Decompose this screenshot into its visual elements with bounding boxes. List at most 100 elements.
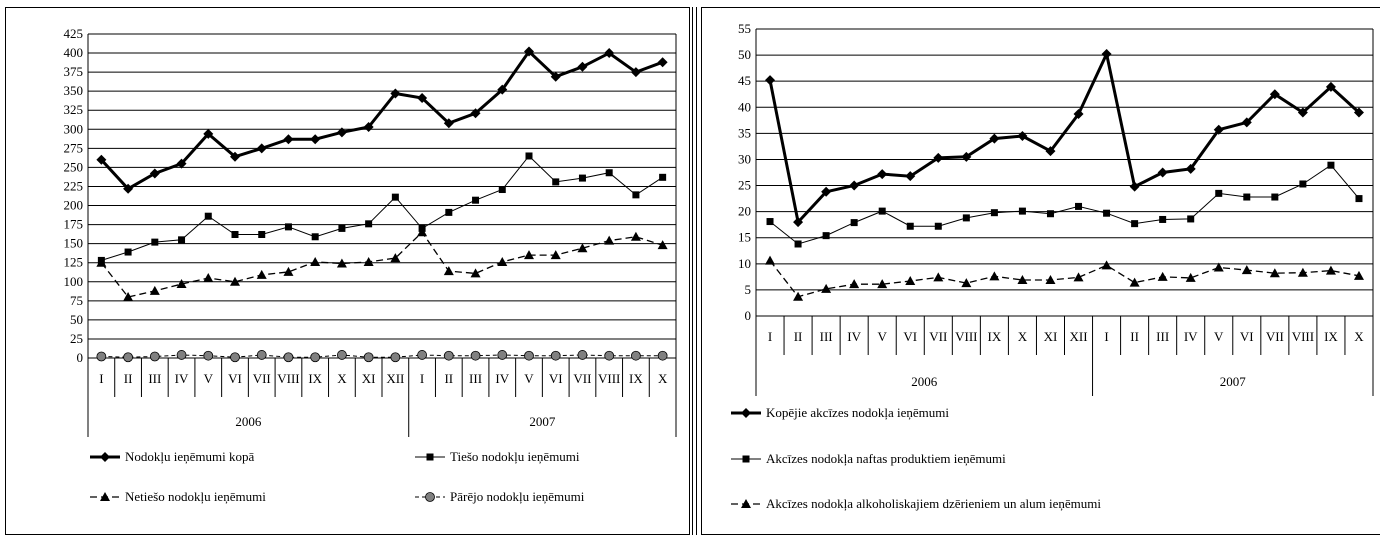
data-point (577, 350, 588, 360)
legend-label: Nodokļu ieņēmumi kopā (125, 449, 254, 464)
x-tick-label: VIII (1292, 329, 1314, 344)
data-point (230, 151, 240, 162)
y-tick-label: 10 (738, 256, 751, 271)
data-point (123, 292, 134, 302)
data-point (498, 186, 506, 194)
x-tick-label: X (1354, 329, 1364, 344)
legend-label: Akcīzes nodokļa naftas produktiem ieņēmu… (766, 451, 1006, 466)
x-tick-label: I (420, 371, 424, 386)
y-tick-label: 350 (64, 83, 84, 98)
y-tick-label: 100 (64, 274, 84, 289)
legend-swatch-marker (426, 453, 434, 461)
data-point (990, 209, 998, 217)
x-tick-label: VII (1266, 329, 1284, 344)
series-line (101, 354, 663, 358)
x-tick-label: IX (629, 371, 643, 386)
y-tick-label: 20 (738, 204, 751, 219)
x-tick-label: VII (253, 371, 271, 386)
data-point (337, 350, 347, 360)
legend-label: Kopējie akcīzes nodokļa ieņēmumi (766, 405, 949, 420)
data-point (149, 351, 160, 362)
data-point (657, 350, 668, 361)
data-point (283, 134, 294, 145)
group-label: 2006 (235, 414, 262, 429)
data-point (989, 271, 1000, 281)
series-line (100, 231, 663, 298)
data-point (1103, 209, 1111, 217)
data-point (793, 217, 804, 228)
data-point (878, 207, 886, 215)
data-point (524, 350, 534, 361)
data-point (821, 283, 832, 293)
x-tick-label: IV (175, 371, 189, 386)
y-tick-label: 250 (64, 159, 84, 174)
group-label: 2006 (911, 374, 938, 389)
data-point (1213, 262, 1224, 272)
x-tick-label: IV (495, 371, 509, 386)
data-point (443, 350, 454, 361)
x-tick-label: III (469, 371, 482, 386)
data-point (1353, 270, 1364, 280)
data-point (794, 240, 802, 248)
data-point (310, 134, 321, 145)
data-point (203, 272, 214, 282)
series-line (100, 49, 664, 191)
data-point (821, 186, 832, 197)
x-tick-label: VI (903, 329, 917, 344)
data-point (256, 350, 267, 360)
x-tick-label: VI (228, 371, 242, 386)
legend-swatch-marker (741, 499, 751, 508)
y-tick-label: 40 (738, 99, 751, 114)
data-point (1297, 267, 1308, 277)
data-point (230, 276, 240, 286)
data-point (765, 75, 776, 86)
y-tick-label: 45 (738, 73, 751, 88)
y-tick-label: 275 (64, 140, 84, 155)
y-tick-label: 425 (64, 26, 84, 41)
data-point (524, 250, 534, 260)
data-point (470, 268, 481, 278)
data-point (470, 108, 481, 119)
x-tick-label: V (1214, 329, 1224, 344)
x-tick-label: XII (386, 371, 404, 386)
y-tick-label: 400 (64, 45, 84, 60)
data-point (849, 180, 860, 191)
data-point (849, 279, 860, 289)
x-tick-label: IX (1324, 329, 1338, 344)
x-tick-label: X (337, 371, 347, 386)
x-tick-label: IX (988, 329, 1002, 344)
y-tick-label: 35 (738, 125, 751, 140)
data-point (390, 253, 401, 263)
data-point (391, 193, 399, 201)
data-point (470, 350, 481, 361)
data-point (203, 350, 214, 361)
series-line (769, 164, 1360, 245)
data-point (284, 223, 292, 231)
x-tick-label: IV (847, 329, 861, 344)
x-tick-label: XII (1069, 329, 1087, 344)
data-point (1157, 167, 1168, 178)
x-tick-label: VI (549, 371, 563, 386)
data-point (934, 222, 942, 230)
x-tick-label: I (99, 371, 103, 386)
data-point (632, 191, 640, 199)
data-point (765, 255, 776, 265)
data-point (1325, 81, 1336, 92)
data-point (631, 350, 641, 361)
x-tick-label: II (1130, 329, 1139, 344)
y-tick-label: 75 (70, 293, 83, 308)
legend-label: Pārējo nodokļu ieņēmumi (450, 489, 585, 504)
data-point (336, 127, 347, 138)
data-point (1075, 202, 1083, 210)
data-point (203, 128, 214, 139)
legend-swatch-marker (100, 492, 110, 501)
x-tick-label: II (444, 371, 453, 386)
series-line (768, 49, 1361, 226)
data-point (445, 208, 453, 216)
data-point (961, 278, 972, 288)
data-point (443, 118, 454, 129)
data-point (877, 279, 888, 289)
data-point (417, 227, 428, 237)
data-point (550, 250, 561, 260)
